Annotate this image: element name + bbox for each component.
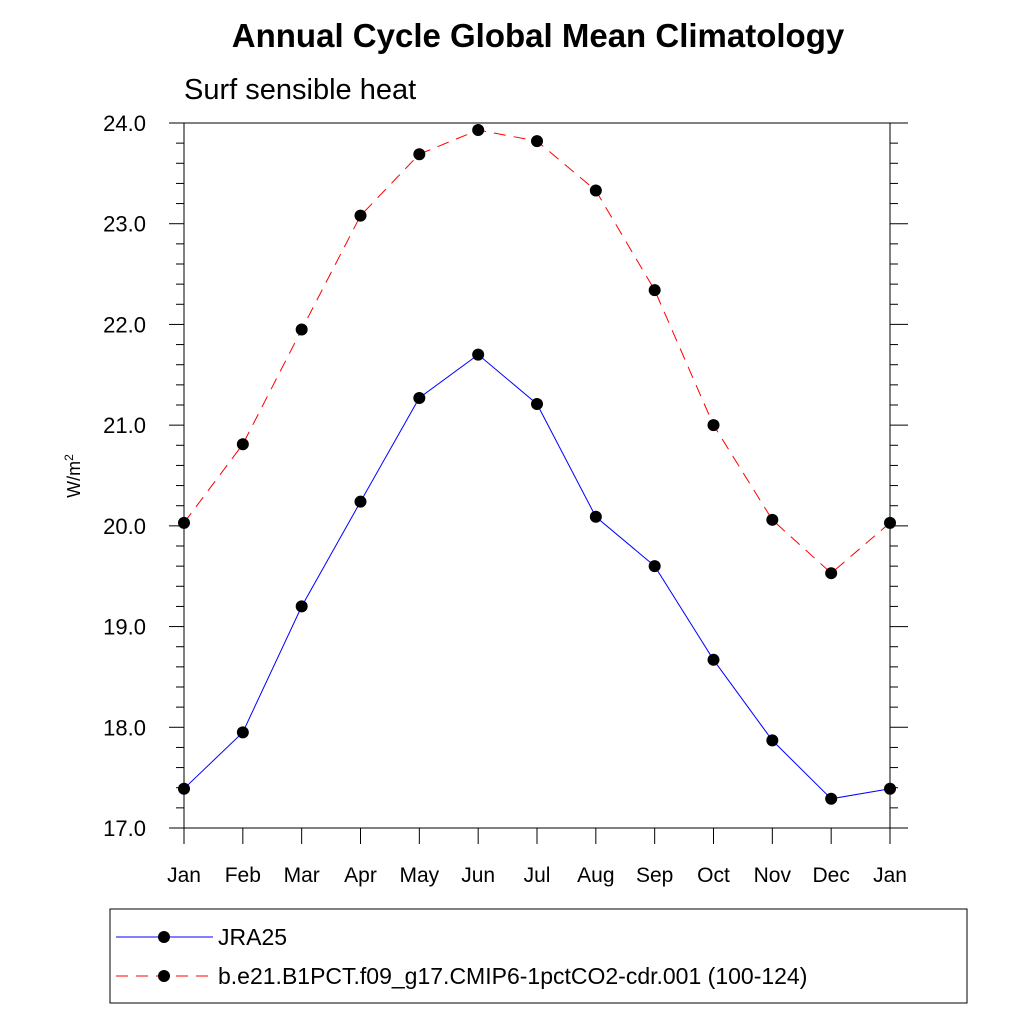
series-line-1	[183, 129, 891, 574]
y-axis-label: W/m2	[62, 454, 84, 498]
data-point	[472, 348, 485, 361]
data-point	[295, 600, 308, 613]
data-point	[178, 516, 190, 529]
data-point	[472, 124, 485, 137]
data-point	[884, 516, 896, 529]
y-tick-label: 23.0	[103, 212, 146, 237]
data-point	[884, 782, 896, 795]
y-tick-label: 21.0	[103, 413, 146, 438]
x-tick-label: Dec	[812, 864, 849, 887]
x-tick-label: Nov	[754, 864, 792, 887]
y-axis: 17.0 18.0 19.0 20.0 21.0 22.0 23.0 24.0	[103, 111, 908, 841]
data-point	[825, 792, 838, 805]
x-tick-label: Jul	[524, 864, 551, 887]
data-point	[707, 653, 720, 666]
x-tick-label: Apr	[344, 864, 377, 887]
y-tick-label: 22.0	[103, 312, 146, 337]
legend-marker-jra25	[158, 931, 170, 943]
data-point	[648, 284, 661, 297]
data-point	[178, 782, 190, 795]
data-point	[413, 391, 426, 404]
legend-label-jra25: JRA25	[218, 924, 287, 950]
x-tick-label: Oct	[697, 864, 730, 887]
data-point	[589, 510, 602, 523]
x-tick-label: Sep	[636, 864, 673, 887]
x-tick-label: Jan	[873, 864, 907, 887]
data-point	[236, 726, 249, 739]
data-point	[413, 148, 426, 161]
y-tick-label: 18.0	[103, 715, 146, 740]
legend-label-cmip6: b.e21.B1PCT.f09_g17.CMIP6-1pctCO2-cdr.00…	[218, 963, 807, 989]
data-point	[236, 438, 249, 451]
data-point	[766, 734, 779, 747]
chart-title: Annual Cycle Global Mean Climatology	[232, 17, 845, 54]
data-point	[589, 184, 602, 197]
x-tick-label: Jan	[167, 864, 201, 887]
y-tick-label: 17.0	[103, 816, 146, 841]
data-point	[531, 135, 543, 148]
legend-marker-cmip6	[158, 970, 170, 982]
data-point	[354, 495, 367, 508]
data-point	[766, 513, 779, 526]
y-tick-label: 20.0	[103, 514, 146, 539]
data-point	[354, 209, 367, 222]
plot-area	[183, 122, 891, 829]
x-tick-label: Feb	[225, 864, 261, 887]
data-point	[707, 419, 720, 432]
series-line-0	[183, 353, 891, 800]
data-point	[531, 397, 543, 410]
x-tick-label: Mar	[284, 864, 320, 887]
y-tick-label: 19.0	[103, 615, 146, 640]
x-tick-label: Jun	[461, 864, 495, 887]
data-point	[825, 567, 838, 580]
x-tick-label: May	[399, 864, 439, 887]
data-point	[648, 560, 661, 573]
series-layer	[178, 124, 896, 805]
data-point	[295, 323, 308, 336]
legend: JRA25 b.e21.B1PCT.f09_g17.CMIP6-1pctCO2-…	[109, 908, 968, 1004]
plot-frame	[183, 122, 891, 829]
y-tick-label: 24.0	[103, 111, 146, 136]
x-axis: Jan Feb Mar Apr May Jun Jul Aug Sep Oct Nov Dec Jan	[167, 828, 907, 887]
chart-subtitle: Surf sensible heat	[184, 74, 416, 106]
legend-box	[109, 908, 968, 1004]
x-tick-label: Aug	[577, 864, 614, 887]
